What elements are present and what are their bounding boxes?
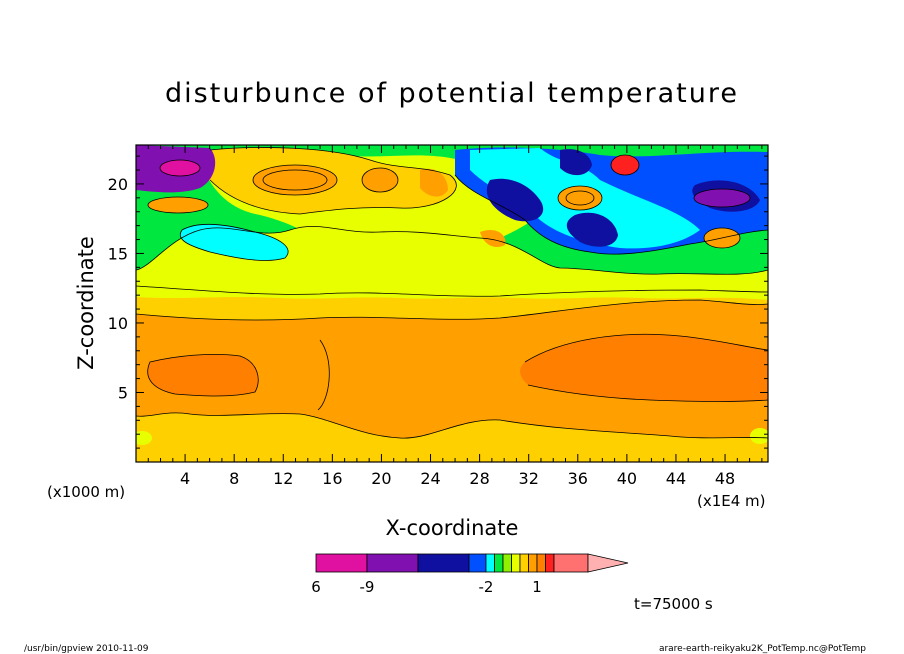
layer-mid-deep-east [520,334,768,402]
x-tick-label: 4 [180,469,190,488]
colorbar-box [417,553,470,573]
x-axis-label: X-coordinate [386,516,519,540]
chart-title: disturbunce of potential temperature [165,78,739,109]
x-tick-marks [147,145,763,462]
x-scale-label: (x1E4 m) [697,492,766,510]
time-label: t=75000 s [634,595,713,613]
y-axis-label: Z-coordinate [74,236,98,370]
colorbar-box [528,553,538,573]
plot-frame [135,144,769,463]
colorbar-tick-label: -9 [360,578,375,596]
footer-left: /usr/bin/gpview 2010-11-09 [24,644,149,654]
layer-purple-east [694,189,750,207]
colorbar [315,553,629,573]
colorbar-box [468,553,487,573]
y-scale-label: (x1000 m) [47,483,125,501]
y-tick-label: 15 [108,244,128,263]
y-tick-label: 20 [108,175,128,194]
x-tick-label: 36 [568,469,588,488]
x-tick-label: 16 [322,469,342,488]
y-tick-label: 10 [108,314,128,333]
layer-magenta-west [160,160,200,176]
layer-lower-yellow-a [136,431,152,445]
colorbar-labels: -9 -2 1 6 [311,578,542,596]
layer-mid-warm [136,300,768,439]
y-tick-labels: 5 10 15 20 [108,175,128,403]
layer-orange-east-c [420,168,506,248]
contour-lines [136,147,768,439]
x-tick-label: 12 [273,469,293,488]
colorbar-box [315,553,368,573]
layer-orange-east-a [558,186,602,210]
colorbar-box [511,553,521,573]
colorbar-tick-label: -2 [479,578,494,596]
x-tick-label: 20 [371,469,391,488]
colorbar-tick-label: 6 [311,578,321,596]
colorbar-box [494,553,504,573]
x-tick-label: 24 [420,469,440,488]
colorbar-arrow [587,553,629,573]
layer-mid-deep-west [147,354,259,396]
x-tick-label: 44 [666,469,686,488]
colorbar-tick-label: 1 [532,578,542,596]
heatmap-field [136,145,768,462]
footer-right: arare-earth-reikyaku2K_PotTemp.nc@PotTem… [659,644,866,654]
colorbar-box [502,553,512,573]
layer-orange-west-blob2 [362,168,398,192]
x-tick-label: 32 [519,469,539,488]
colorbar-box [553,553,589,573]
layer-orange-west-blob3 [148,197,208,213]
colorbar-box [366,553,419,573]
x-tick-label: 48 [715,469,735,488]
x-tick-labels: 4 8 12 16 20 24 28 32 36 40 44 48 [180,469,735,488]
x-tick-label: 8 [229,469,239,488]
colorbar-box [519,553,529,573]
layer-lower-yellow-b [750,428,768,444]
layer-red-east [611,155,639,175]
colorbar-box [545,553,555,573]
colorbar-box [485,553,495,573]
x-tick-label: 40 [617,469,637,488]
layer-cyan-west [180,224,289,261]
y-tick-label: 5 [118,383,128,402]
y-tick-marks [136,155,768,449]
x-tick-label: 28 [469,469,489,488]
colorbar-box [536,553,546,573]
